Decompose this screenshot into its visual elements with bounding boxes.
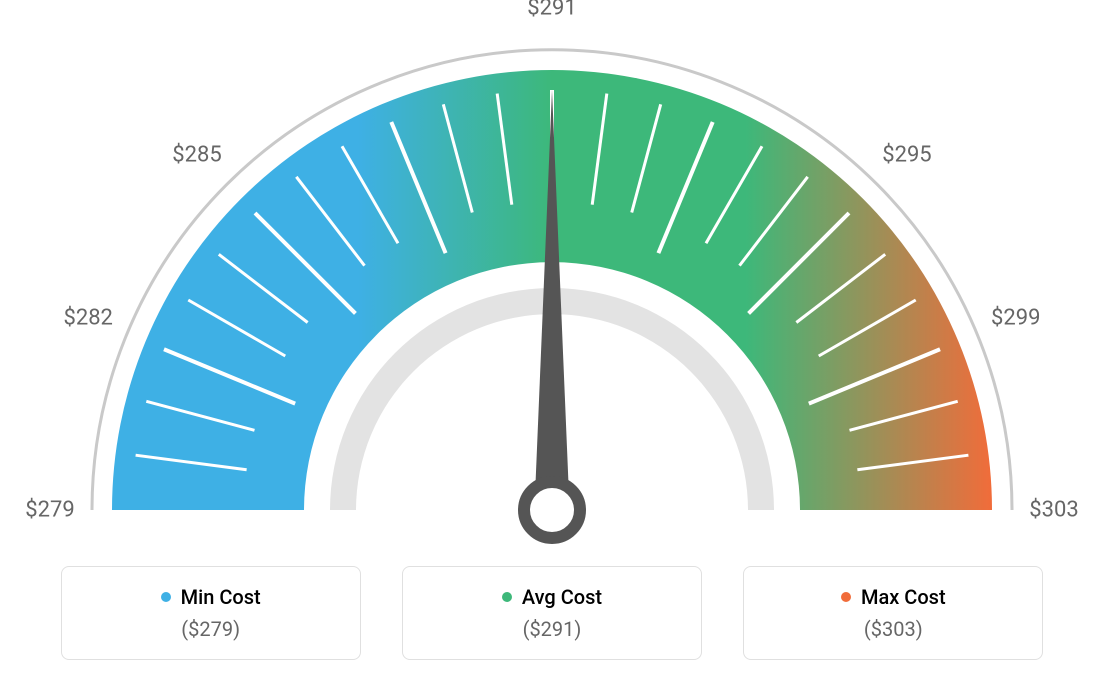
legend-title-avg: Avg Cost <box>502 585 602 609</box>
legend-title-max: Max Cost <box>841 585 946 609</box>
gauge-tick-label: $285 <box>172 143 221 168</box>
legend-card-max: Max Cost ($303) <box>743 566 1043 660</box>
gauge-svg <box>0 0 1104 560</box>
legend-label-max: Max Cost <box>861 585 946 609</box>
gauge-tick-label: $279 <box>25 498 74 523</box>
legend-title-min: Min Cost <box>161 585 261 609</box>
gauge-tick-label: $282 <box>63 305 112 330</box>
gauge-tick-label: $295 <box>882 143 931 168</box>
legend-card-avg: Avg Cost ($291) <box>402 566 702 660</box>
gauge-tick-label: $299 <box>991 305 1040 330</box>
legend-row: Min Cost ($279) Avg Cost ($291) Max Cost… <box>0 566 1104 660</box>
legend-dot-max <box>841 592 851 602</box>
legend-value-avg: ($291) <box>403 617 701 641</box>
legend-label-min: Min Cost <box>181 585 261 609</box>
gauge-tick-label: $291 <box>527 0 576 21</box>
gauge-tick-label: $303 <box>1029 498 1078 523</box>
legend-label-avg: Avg Cost <box>522 585 602 609</box>
legend-card-min: Min Cost ($279) <box>61 566 361 660</box>
legend-value-max: ($303) <box>744 617 1042 641</box>
legend-value-min: ($279) <box>62 617 360 641</box>
legend-dot-avg <box>502 592 512 602</box>
gauge-container: $279 $282 $285 $291 $295 $299 $303 <box>0 0 1104 560</box>
legend-dot-min <box>161 592 171 602</box>
